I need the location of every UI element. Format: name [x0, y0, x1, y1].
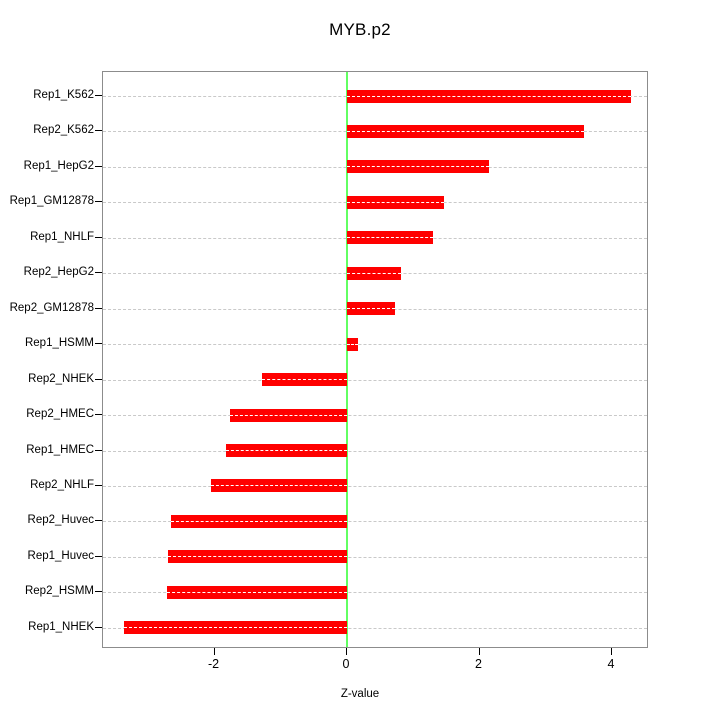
y-axis-tick-label: Rep1_GM12878 — [9, 195, 94, 208]
bar — [168, 550, 347, 564]
y-axis-tick-label: Rep1_NHEK — [28, 620, 94, 633]
bar-center-dash — [168, 556, 347, 558]
x-axis-tick-label: 0 — [342, 657, 350, 671]
bar — [347, 337, 359, 351]
y-axis-tick-mark — [95, 165, 102, 167]
bar — [123, 621, 347, 635]
y-axis-tick-mark — [95, 307, 102, 309]
y-axis-tick-label: Rep2_HMEC — [26, 408, 94, 421]
y-axis-tick-mark — [95, 95, 102, 96]
y-axis-tick-label: Rep1_HSMM — [24, 337, 94, 350]
y-axis-tick-mark — [95, 343, 102, 345]
page-title: MYB.p2 — [329, 20, 391, 39]
y-axis-tick-label: Rep2_NHLF — [30, 478, 94, 491]
bar-center-dash — [226, 450, 347, 451]
bar — [347, 89, 631, 103]
gridline — [103, 627, 647, 629]
y-axis-tick-mark — [95, 520, 102, 522]
y-axis-tick-mark — [95, 555, 102, 557]
bar — [347, 124, 584, 138]
bar — [170, 514, 347, 528]
x-axis-tick-label: -2 — [207, 657, 220, 671]
bar-center-dash — [211, 485, 347, 487]
y-axis-tick-label: Rep1_HepG2 — [23, 159, 94, 172]
gridline — [103, 485, 647, 487]
x-axis-tick-mark — [346, 648, 347, 655]
bar-center-dash — [347, 95, 631, 97]
y-axis-tick-mark — [95, 236, 102, 238]
bar — [262, 373, 347, 387]
zero-reference-line — [346, 72, 348, 647]
y-axis-tick-mark — [95, 484, 102, 486]
y-axis-tick-label: Rep1_K562 — [33, 89, 94, 101]
bar — [347, 195, 445, 209]
bar-center-dash — [262, 379, 347, 381]
plot-area — [102, 71, 648, 648]
bar-center-dash — [123, 627, 347, 629]
y-axis-tick-label: Rep1_Huvec — [27, 549, 94, 562]
y-axis-tick-label: Rep2_HepG2 — [23, 266, 94, 279]
x-axis-tick-label: 2 — [475, 657, 482, 671]
y-axis-tick-mark — [95, 378, 102, 380]
gridline — [103, 556, 647, 558]
bar — [226, 444, 347, 457]
y-axis-tick-label: Rep2_Huvec — [27, 514, 94, 527]
bar — [211, 479, 347, 493]
bar-center-dash — [347, 308, 395, 310]
x-axis-tick-mark — [478, 648, 480, 655]
bar-center-dash — [166, 591, 347, 593]
y-axis-tick-label: Rep2_K562 — [33, 124, 94, 137]
y-axis-tick-label: Rep2_GM12878 — [9, 301, 94, 314]
y-axis-tick-mark — [95, 130, 102, 132]
bar — [166, 585, 347, 599]
bar — [347, 231, 434, 245]
y-axis-tick-mark — [95, 591, 102, 593]
bar-center-dash — [347, 130, 584, 132]
bar-center-dash — [347, 166, 489, 168]
gridline — [103, 379, 647, 381]
gridline — [103, 415, 647, 417]
bar — [347, 160, 489, 174]
y-axis-tick-mark — [95, 272, 102, 274]
bar-center-dash — [347, 201, 445, 203]
gridline — [103, 592, 647, 594]
y-axis-tick-label: Rep2_NHEK — [28, 372, 94, 385]
y-axis-tick-label: Rep1_NHLF — [30, 230, 94, 243]
bar-center-dash — [170, 520, 347, 522]
bar-center-dash — [347, 343, 359, 345]
bar — [229, 408, 347, 422]
y-axis-tick-mark — [95, 414, 102, 416]
gridline — [103, 450, 647, 452]
bar — [347, 302, 395, 316]
y-axis-tick-label: Rep2_HSMM — [24, 585, 94, 598]
y-axis-tick-label: Rep1_HMEC — [26, 443, 94, 456]
gridline — [103, 521, 647, 523]
bar-center-dash — [347, 237, 434, 239]
x-axis-title: Z-value — [340, 688, 380, 700]
gridline — [103, 344, 647, 346]
y-axis-labels: Rep1_K562 Rep2_K562 Rep1_HepG2 Rep1_GM12878… — [0, 0, 102, 720]
x-axis-tick-mark — [213, 648, 215, 655]
x-axis-tick-mark — [611, 648, 612, 655]
y-axis-tick-mark — [95, 449, 102, 451]
bar-center-dash — [347, 272, 402, 274]
y-axis-tick-mark — [95, 626, 102, 628]
y-axis-tick-mark — [95, 201, 102, 203]
bar-center-dash — [229, 414, 347, 416]
bar — [347, 266, 402, 280]
x-axis-tick-label: 4 — [607, 657, 615, 671]
